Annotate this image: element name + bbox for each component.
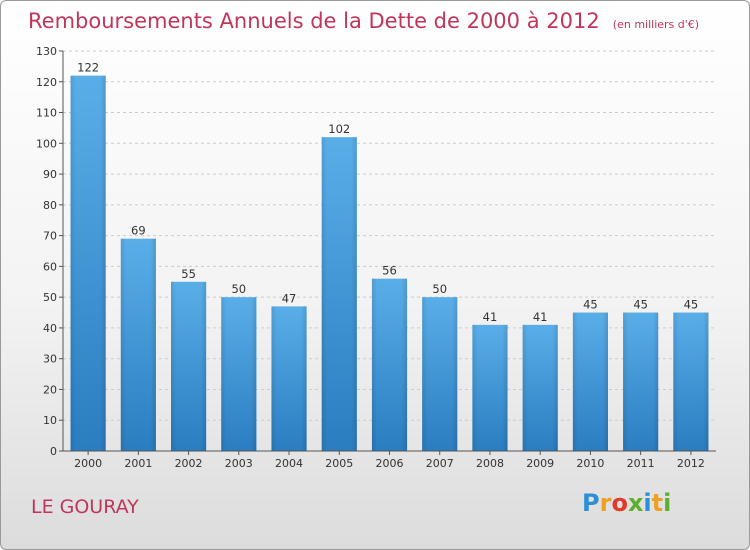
- x-tick-label-2007: 2007: [426, 457, 454, 470]
- logo-letter: o: [611, 489, 628, 517]
- y-tick-label: 10: [43, 414, 57, 427]
- bar-shade-2012: [673, 312, 709, 451]
- bar-shade-2009: [522, 324, 558, 451]
- axis-layer: 0 10 20 30 40 50 60 70 80 90 100 110 120 130 2000 2001 2…: [36, 45, 716, 470]
- bar-shade-2004: [271, 306, 307, 451]
- data-label-2010: 45: [583, 298, 598, 312]
- logo-letter: i: [663, 489, 672, 517]
- y-tick-label: 0: [50, 445, 57, 458]
- y-tick-label: 110: [36, 107, 57, 120]
- data-label-2006: 56: [382, 264, 397, 278]
- y-tick-label: 100: [36, 137, 57, 150]
- x-tick-label-2012: 2012: [677, 457, 705, 470]
- bar-shade-2000: [70, 75, 106, 451]
- data-label-2007: 50: [432, 282, 447, 296]
- y-tick-label: 130: [36, 45, 57, 58]
- y-tick-label: 80: [43, 199, 57, 212]
- x-tick-label-2006: 2006: [376, 457, 404, 470]
- logo-letter: r: [599, 489, 612, 517]
- data-label-2003: 50: [231, 282, 246, 296]
- data-label-2002: 55: [181, 267, 196, 281]
- logo-letter: x: [627, 489, 644, 517]
- y-tick-label: 50: [43, 291, 57, 304]
- y-tick-label: 60: [43, 260, 57, 273]
- x-tick-label-2004: 2004: [275, 457, 303, 470]
- commune-name: LE GOURAY: [31, 496, 139, 518]
- x-tick-label-2008: 2008: [476, 457, 504, 470]
- x-tick-label-2002: 2002: [175, 457, 203, 470]
- bar-shade-2007: [422, 297, 458, 451]
- logo-letter: i: [643, 489, 652, 517]
- bar-shade-2005: [321, 137, 357, 451]
- bar-shade-2011: [623, 312, 659, 451]
- y-tick-label: 40: [43, 322, 57, 335]
- data-label-2005: 102: [328, 122, 350, 136]
- bar-shade-2003: [221, 297, 257, 451]
- title-row: Remboursements Annuels de la Dette de 20…: [28, 9, 699, 33]
- bar-shade-2010: [572, 312, 609, 451]
- bar-shade-2008: [472, 324, 508, 451]
- logo-letter: t: [651, 489, 664, 517]
- x-tick-label-2000: 2000: [74, 457, 102, 470]
- data-label-2012: 45: [684, 298, 699, 312]
- chart-title: Remboursements Annuels de la Dette de 20…: [28, 9, 600, 33]
- chart-subtitle: (en milliers d'€): [612, 18, 700, 31]
- proxiti-logo: Proxiti: [582, 489, 671, 517]
- y-tick-label: 120: [36, 76, 57, 89]
- data-label-2000: 122: [77, 61, 99, 75]
- data-label-2011: 45: [633, 298, 648, 312]
- y-tick-label: 30: [43, 353, 57, 366]
- x-tick-label-2009: 2009: [526, 457, 554, 470]
- logo-letter: P: [582, 489, 600, 517]
- x-tick-label-2001: 2001: [124, 457, 152, 470]
- data-label-2004: 47: [282, 291, 297, 305]
- x-tick-label-2003: 2003: [225, 457, 253, 470]
- bar-shade-2001: [120, 238, 156, 451]
- data-label-2008: 41: [483, 310, 498, 324]
- y-tick-label: 20: [43, 383, 57, 396]
- bar-shade-2006: [371, 278, 408, 451]
- y-tick-label: 70: [43, 230, 57, 243]
- bar-shade-2002: [170, 281, 207, 451]
- x-tick-label-2010: 2010: [576, 457, 604, 470]
- data-label-2001: 69: [131, 224, 146, 238]
- data-label-2009: 41: [533, 310, 548, 324]
- x-tick-label-2005: 2005: [325, 457, 353, 470]
- bars-layer: 122 69 55 50 47 102 56 50 41 41 45 45 45: [70, 61, 709, 451]
- y-tick-label: 90: [43, 168, 57, 181]
- x-tick-label-2011: 2011: [627, 457, 655, 470]
